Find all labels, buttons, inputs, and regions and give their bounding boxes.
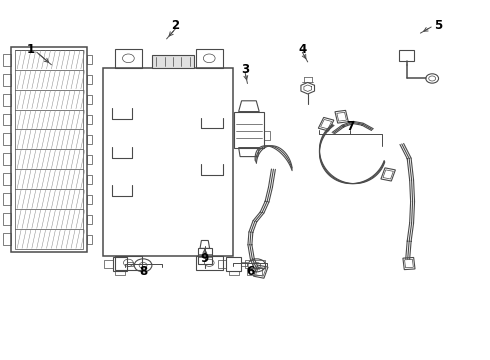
Text: 4: 4 <box>298 43 306 56</box>
Text: 9: 9 <box>201 252 209 265</box>
Text: 5: 5 <box>434 19 442 32</box>
Text: 8: 8 <box>140 265 147 278</box>
Polygon shape <box>152 55 194 68</box>
Text: 6: 6 <box>246 265 254 278</box>
Text: 3: 3 <box>241 63 249 76</box>
Text: 1: 1 <box>26 43 34 56</box>
Text: 7: 7 <box>346 120 354 133</box>
Text: 2: 2 <box>172 19 179 32</box>
